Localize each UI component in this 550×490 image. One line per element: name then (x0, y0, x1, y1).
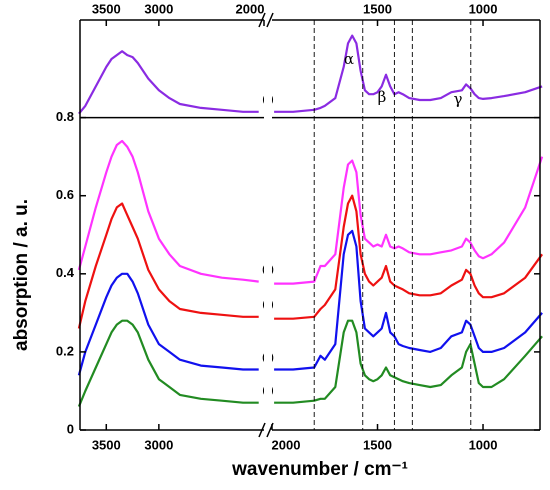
x-tick-label-top: 1000 (469, 1, 498, 16)
spectrum-line (78, 34, 543, 115)
x-axis-label: wavenumber / cm⁻¹ (231, 459, 408, 480)
axis-break-gap (264, 17, 272, 433)
break-mark (258, 12, 266, 28)
spectrum-line (77, 229, 543, 376)
break-mark (258, 422, 266, 438)
y-tick-label: 0.6 (56, 187, 74, 202)
y-tick-label: 0.8 (56, 109, 74, 124)
x-tick-label-top: 3000 (144, 1, 173, 16)
x-tick-label-top: 2000 (236, 1, 265, 16)
peak-annotation: γ (454, 90, 463, 108)
spectrum-line (77, 194, 543, 329)
spectrum-line (77, 319, 543, 408)
peak-annotation: β (378, 88, 387, 106)
y-axis-label: absorption / a. u. (11, 199, 32, 351)
peak-annotation: α (344, 50, 354, 68)
y-tick-label: 0.2 (56, 343, 74, 358)
x-tick-label: 3000 (144, 437, 173, 452)
break-mark (266, 12, 274, 28)
y-tick-label: 0 (67, 421, 74, 436)
x-tick-label-top: 1500 (363, 1, 392, 16)
x-tick-label-top: 3500 (92, 1, 121, 16)
spectrum-line (77, 139, 544, 285)
x-tick-label: 1000 (469, 437, 498, 452)
x-tick-label: 3500 (92, 437, 121, 452)
x-tick-label: 1500 (363, 437, 392, 452)
y-tick-label: 0.4 (56, 265, 75, 280)
x-tick-label: 2000 (272, 437, 301, 452)
